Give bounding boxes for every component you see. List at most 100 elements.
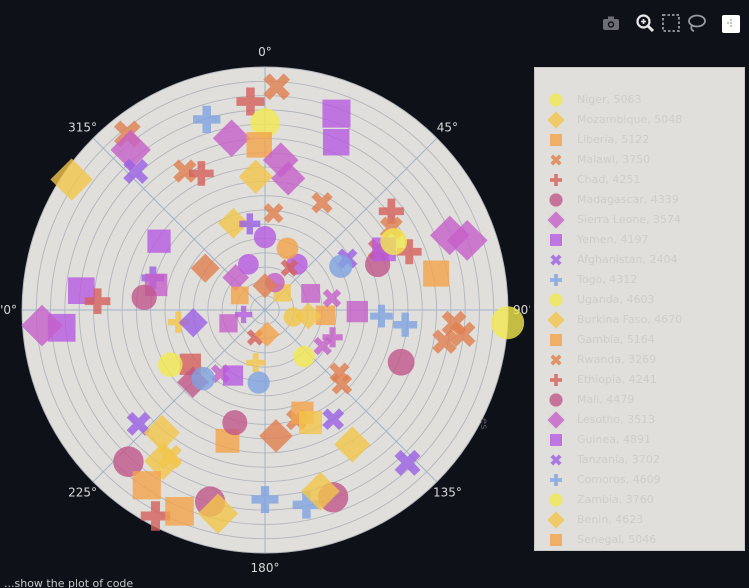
zoom-icon[interactable] bbox=[634, 12, 656, 34]
legend-item[interactable]: Liberia, 5122 bbox=[547, 130, 742, 150]
theta-tick-label: 315° bbox=[68, 121, 97, 135]
legend-marker bbox=[547, 211, 565, 229]
legend-item[interactable]: Niger, 5063 bbox=[547, 90, 742, 110]
radial-axis-label: es bbox=[478, 418, 489, 429]
chart-toolbar bbox=[598, 10, 746, 38]
legend-marker-icon bbox=[550, 534, 562, 546]
data-point bbox=[299, 411, 323, 435]
data-point bbox=[21, 304, 63, 347]
data-point bbox=[301, 471, 340, 511]
legend-item[interactable]: Sierra Leone, 3574 bbox=[547, 210, 742, 230]
data-point bbox=[230, 286, 249, 305]
data-point bbox=[188, 161, 214, 186]
data-point bbox=[280, 259, 298, 277]
legend-label: Uganda, 4603 bbox=[577, 293, 655, 306]
data-point bbox=[239, 213, 261, 235]
data-point bbox=[263, 203, 284, 224]
theta-tick-label: 0° bbox=[258, 45, 272, 59]
data-point bbox=[259, 419, 293, 453]
theta-tick-label: 225° bbox=[68, 485, 97, 499]
legend-marker-icon bbox=[547, 411, 565, 429]
legend-label: Comoros, 4609 bbox=[577, 473, 661, 486]
legend-marker-icon bbox=[550, 434, 562, 446]
legend-marker bbox=[550, 234, 562, 246]
legend-item[interactable]: Lesotho, 3513 bbox=[547, 410, 742, 430]
legend-label: Liberia, 5122 bbox=[577, 133, 650, 146]
legend-label: Afghanistan, 2404 bbox=[577, 253, 678, 266]
data-point bbox=[234, 305, 253, 324]
data-point bbox=[167, 311, 189, 333]
legend-marker bbox=[549, 393, 563, 407]
data-point bbox=[250, 108, 280, 138]
legend-label: Senegal, 5046 bbox=[577, 533, 657, 546]
legend-item[interactable]: Rwanda, 3269 bbox=[547, 350, 742, 370]
data-point bbox=[222, 365, 244, 386]
legend-marker bbox=[550, 534, 562, 546]
data-point bbox=[396, 239, 422, 265]
legend-label: Ethiopia, 4241 bbox=[577, 373, 657, 386]
data-point bbox=[322, 408, 345, 431]
data-point bbox=[178, 308, 208, 338]
legend-item[interactable]: Afghanistan, 2404 bbox=[547, 250, 742, 270]
polar-chart: 0°45°90°135°180°225°'0°315°es bbox=[0, 45, 530, 574]
legend-item[interactable]: Guinea, 4891 bbox=[547, 430, 742, 450]
legend-label: Guinea, 4891 bbox=[577, 433, 652, 446]
legend-item[interactable]: Gambia, 5164 bbox=[547, 330, 742, 350]
legend-item[interactable]: Madagascar, 4339 bbox=[547, 190, 742, 210]
legend-item[interactable]: Mozambique, 5048 bbox=[547, 110, 742, 130]
legend-marker-icon bbox=[550, 154, 562, 166]
data-point bbox=[238, 253, 259, 275]
legend-marker bbox=[550, 354, 562, 366]
legend-marker-icon bbox=[550, 474, 562, 486]
data-point bbox=[441, 310, 467, 336]
legend-marker-icon bbox=[547, 111, 565, 129]
data-point bbox=[294, 302, 322, 330]
legend-marker bbox=[550, 474, 562, 486]
legend-marker-icon bbox=[550, 234, 562, 246]
legend-item[interactable]: Uganda, 4603 bbox=[547, 290, 742, 310]
legend-item[interactable]: Zambia, 3760 bbox=[547, 490, 742, 510]
legend-marker-icon bbox=[550, 374, 562, 386]
legend-label: Zambia, 3760 bbox=[577, 493, 654, 506]
legend-item[interactable]: Comoros, 4609 bbox=[547, 470, 742, 490]
box-select-icon[interactable] bbox=[660, 12, 682, 34]
data-point bbox=[380, 228, 408, 255]
data-point bbox=[157, 444, 182, 469]
data-point bbox=[190, 253, 220, 283]
data-point bbox=[429, 215, 470, 256]
legend-label: Mozambique, 5048 bbox=[577, 113, 683, 126]
data-point bbox=[262, 142, 299, 178]
legend-item[interactable]: Mali, 4479 bbox=[547, 390, 742, 410]
data-point bbox=[143, 414, 181, 452]
theta-tick-label: '0° bbox=[0, 303, 17, 317]
legend-item[interactable]: Ethiopia, 4241 bbox=[547, 370, 742, 390]
data-point bbox=[378, 198, 405, 224]
lasso-icon[interactable] bbox=[686, 12, 708, 34]
data-point bbox=[276, 237, 299, 260]
status-bar: ...show the plot of code bbox=[0, 574, 749, 588]
legend-label: Mali, 4479 bbox=[577, 393, 635, 406]
legend-item[interactable]: Togo, 4312 bbox=[547, 270, 742, 290]
data-point bbox=[331, 374, 353, 395]
legend-item[interactable]: Malawi, 3750 bbox=[547, 150, 742, 170]
angular-gridline bbox=[264, 309, 438, 483]
legend-marker bbox=[550, 374, 562, 386]
data-point bbox=[140, 501, 171, 531]
legend-marker bbox=[549, 493, 563, 507]
legend-item[interactable]: Tanzania, 3702 bbox=[547, 450, 742, 470]
legend-marker bbox=[547, 511, 565, 529]
legend-item[interactable]: Burkina Faso, 4670 bbox=[547, 310, 742, 330]
legend-marker-icon bbox=[550, 354, 562, 366]
legend-marker-icon bbox=[549, 193, 563, 207]
camera-icon[interactable] bbox=[600, 12, 622, 34]
legend-item[interactable]: Chad, 4251 bbox=[547, 170, 742, 190]
legend-label: Malawi, 3750 bbox=[577, 153, 651, 166]
data-point bbox=[301, 283, 321, 303]
legend-item[interactable]: Yemen, 4197 bbox=[547, 230, 742, 250]
legend-item[interactable]: Benin, 4623 bbox=[547, 510, 742, 530]
legend-item[interactable]: Senegal, 5046 bbox=[547, 530, 742, 550]
autoscale-icon[interactable] bbox=[720, 13, 742, 35]
data-point bbox=[126, 411, 151, 436]
data-point bbox=[222, 410, 248, 436]
data-point bbox=[346, 300, 368, 323]
